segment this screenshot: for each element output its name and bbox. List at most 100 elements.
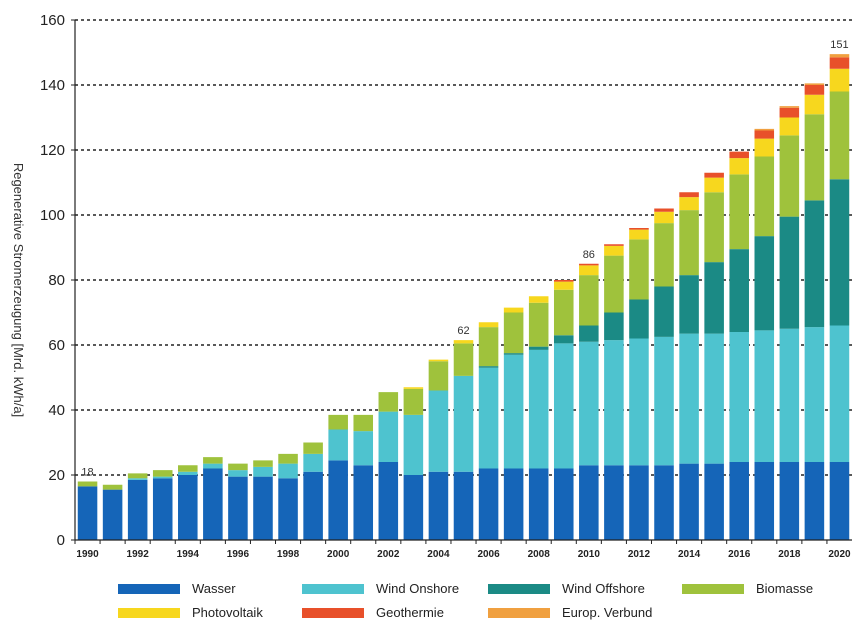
x-tick-label: 2002 [377, 549, 400, 560]
bar-segment [729, 332, 749, 462]
x-tick-label: 2014 [678, 549, 701, 560]
annotations: 18 62 86 151 [81, 39, 848, 478]
bar-segment [579, 325, 599, 342]
bar-segment [403, 388, 424, 415]
bar-segment [553, 343, 574, 469]
bar-segment [829, 325, 850, 462]
bar-segment [203, 468, 223, 540]
bar-segment [654, 223, 674, 287]
bar-segment [604, 340, 624, 466]
y-tick-labels: 0 20 40 60 80 100 120 140 160 [40, 12, 75, 549]
bar-segment [378, 411, 399, 462]
bar-segment [829, 179, 850, 326]
bar-segment [679, 463, 699, 540]
bar-segment [378, 392, 399, 412]
y-tick-label: 80 [48, 272, 65, 289]
bar-segment [754, 130, 775, 139]
x-tick-label: 2018 [778, 549, 801, 560]
bar-segment [503, 307, 524, 313]
bar-segment [203, 457, 223, 464]
bar-segment [679, 333, 699, 464]
data-label: 62 [457, 325, 469, 337]
bar-segment [353, 414, 374, 432]
bar-segment [704, 172, 724, 178]
x-tick-label: 2008 [528, 549, 551, 560]
bar-segment [278, 478, 298, 540]
bar-segment [604, 312, 624, 341]
bar-segment [253, 466, 273, 477]
bar-segment [704, 177, 724, 193]
bar-segment [553, 281, 574, 290]
bar-segment [553, 289, 574, 336]
bar-segment [729, 151, 749, 159]
bar-segment [604, 255, 624, 313]
bar-segment [729, 174, 749, 250]
bar-segment [428, 361, 449, 391]
bar-segment [754, 128, 775, 131]
y-tick-label: 160 [40, 12, 65, 29]
bar-segment [804, 85, 825, 95]
bar-segment [754, 156, 775, 237]
x-tick-label: 1992 [127, 549, 150, 560]
bar-segment [579, 265, 599, 276]
bar-segment [704, 262, 724, 334]
bar-segment [679, 197, 699, 211]
bar-segment [478, 366, 499, 368]
bar-segment [553, 280, 574, 282]
bar-segment [178, 475, 198, 540]
bar-segment [629, 465, 649, 540]
y-tick-label: 20 [48, 467, 65, 484]
bar-segment [152, 470, 173, 477]
bar-segment [503, 468, 524, 540]
bar-segment [278, 453, 298, 464]
bar-segment [278, 463, 298, 479]
bar-segment [378, 462, 399, 540]
bar-segment [779, 216, 800, 329]
x-tick-label: 2016 [728, 549, 751, 560]
bar-segment [754, 330, 775, 462]
bar-segment [729, 249, 749, 332]
bar-segment [428, 471, 449, 540]
bar-segment [779, 117, 800, 136]
bar-segment [228, 463, 248, 471]
bar-segment [102, 489, 123, 540]
bar-segment [528, 346, 549, 350]
data-label: 151 [830, 39, 848, 51]
bar-segment [629, 239, 649, 300]
bar-segment [654, 208, 674, 212]
bar-segment [403, 475, 424, 540]
bar-segment [804, 200, 825, 328]
bar-segment [604, 244, 624, 246]
bar-segment [629, 338, 649, 466]
x-tick-labels: 1990 1992 1994 1996 1998 2000 2002 2004 2006 2008… [74, 540, 851, 560]
bar-segment [428, 390, 449, 472]
bar-segment [754, 462, 775, 540]
bar-segment [528, 302, 549, 347]
bar-segment [228, 470, 248, 477]
bar-segment [178, 471, 198, 475]
x-tick-label: 1994 [177, 549, 200, 560]
bar-segment [528, 349, 549, 469]
bar-segment [604, 245, 624, 256]
bar-segment [353, 465, 374, 540]
bar-segment [679, 275, 699, 334]
bar-segment [754, 236, 775, 331]
bar-segment [127, 479, 148, 540]
bar-segment [77, 486, 98, 540]
bar-segment [829, 57, 850, 69]
y-tick-label: 120 [40, 142, 65, 159]
bar-segment [704, 333, 724, 464]
bar-segment [779, 107, 800, 118]
bar-segment [654, 336, 674, 466]
bar-segment [704, 463, 724, 540]
bar-segment [453, 340, 474, 344]
bar-segment [804, 94, 825, 115]
bar-segment [579, 341, 599, 466]
bar-segment [102, 484, 123, 490]
bar-segment [528, 296, 549, 303]
x-tick-label: 2010 [578, 549, 601, 560]
bar-segment [579, 275, 599, 326]
x-tick-label: 2012 [628, 549, 651, 560]
bar-segment [654, 465, 674, 540]
